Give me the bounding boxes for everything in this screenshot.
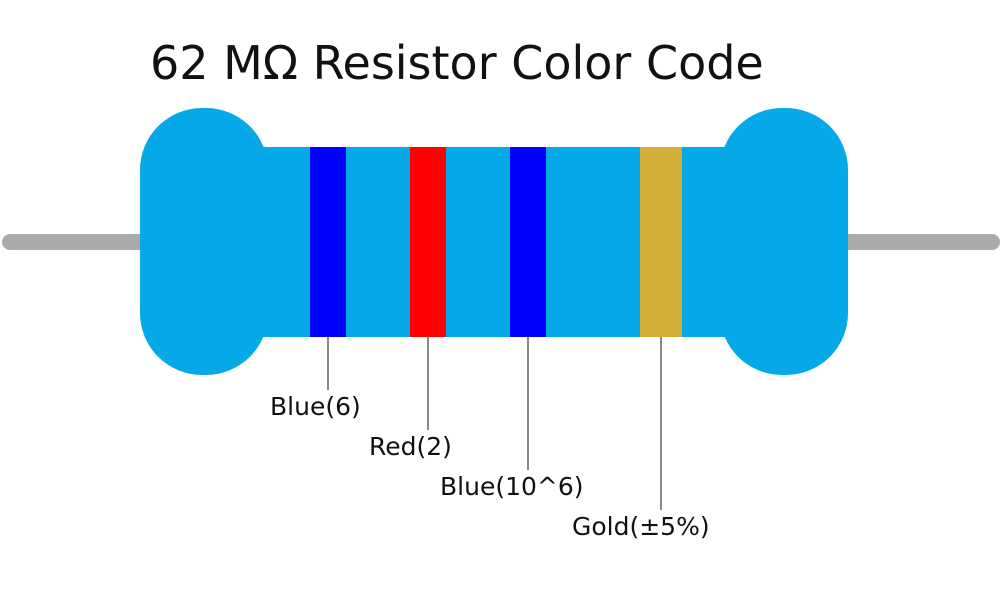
right-cap [720, 108, 848, 375]
band-label: Blue(10^6) [440, 472, 584, 501]
band-label: Red(2) [369, 432, 452, 461]
color-band [410, 147, 446, 337]
color-band [640, 147, 682, 337]
title: 62 MΩ Resistor Color Code [150, 36, 764, 90]
color-band [310, 147, 346, 337]
band-label: Gold(±5%) [572, 512, 710, 541]
left-cap [140, 108, 268, 375]
color-band [510, 147, 546, 337]
bands: Blue(6) Red(2) Blue(10^6) Gold(±5%) [270, 147, 710, 541]
band-label: Blue(6) [270, 392, 361, 421]
